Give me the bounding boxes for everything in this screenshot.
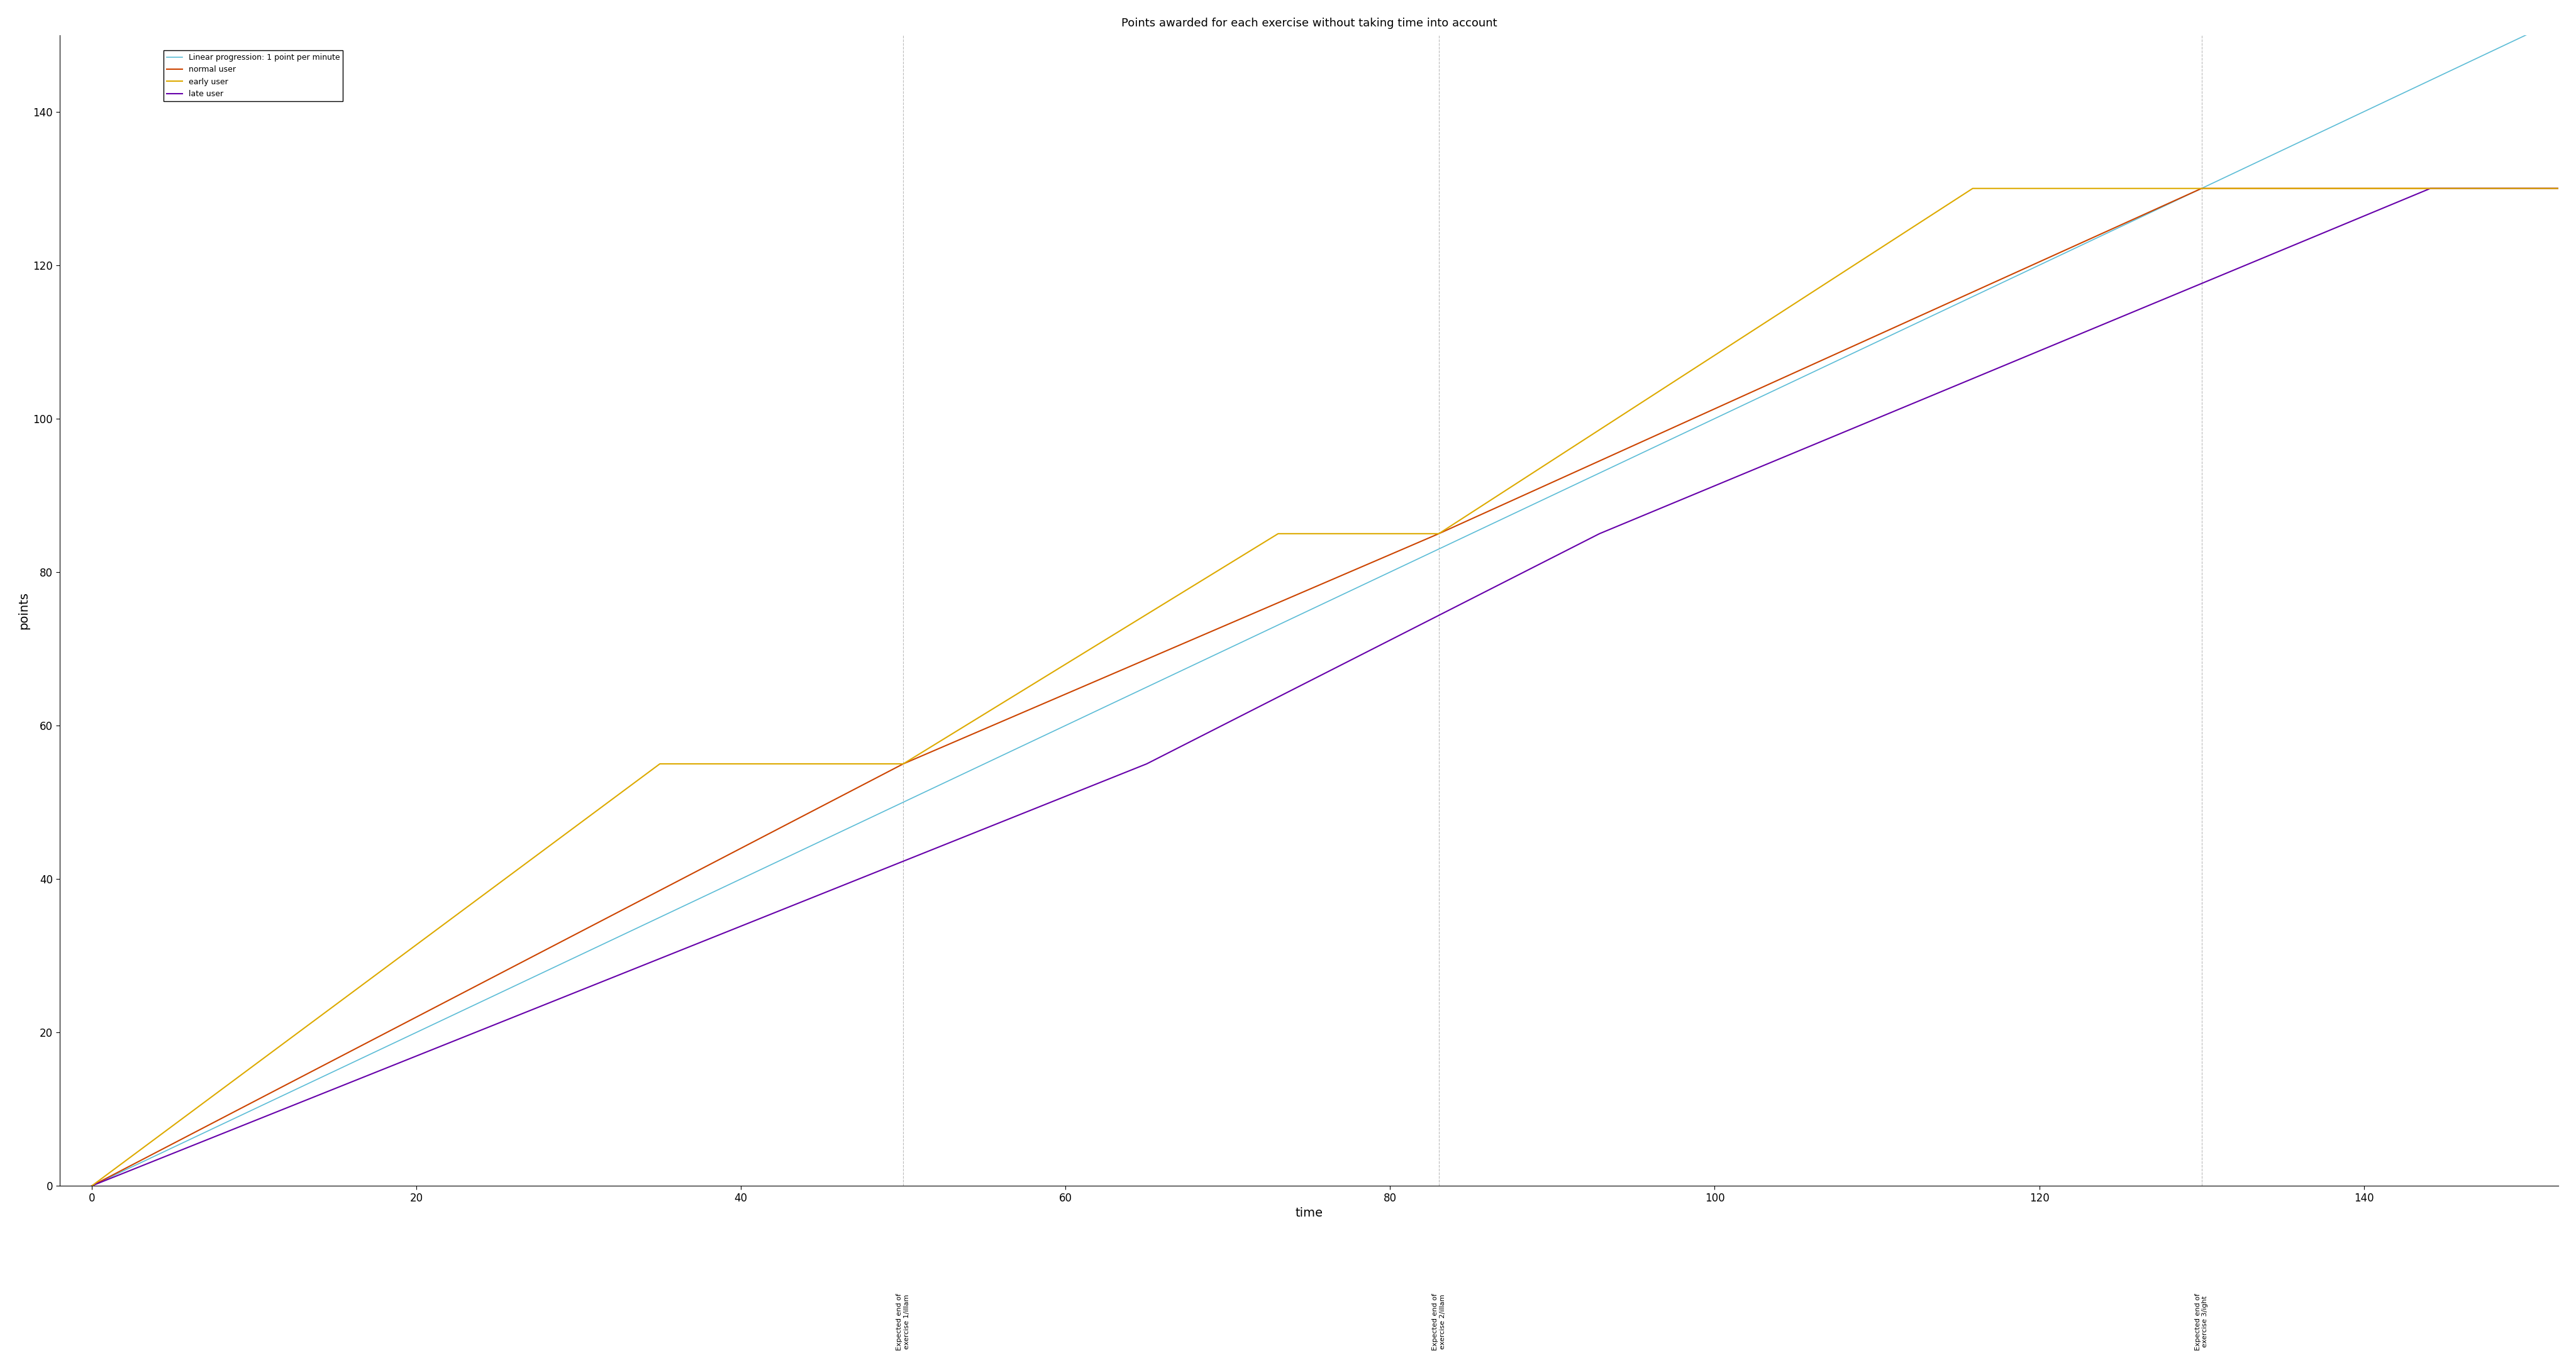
Text: Expected end of
exercise 3/ight: Expected end of exercise 3/ight — [2195, 1293, 2208, 1350]
Title: Points awarded for each exercise without taking time into account: Points awarded for each exercise without… — [1121, 18, 1497, 29]
Text: Expected end of
exercise 2/illam: Expected end of exercise 2/illam — [1432, 1293, 1445, 1350]
X-axis label: time: time — [1296, 1207, 1324, 1219]
Text: Expected end of
exercise 1/illam: Expected end of exercise 1/illam — [896, 1293, 909, 1350]
Y-axis label: points: points — [18, 592, 28, 629]
Legend: Linear progression: 1 point per minute, normal user, early user, late user: Linear progression: 1 point per minute, … — [162, 50, 343, 102]
